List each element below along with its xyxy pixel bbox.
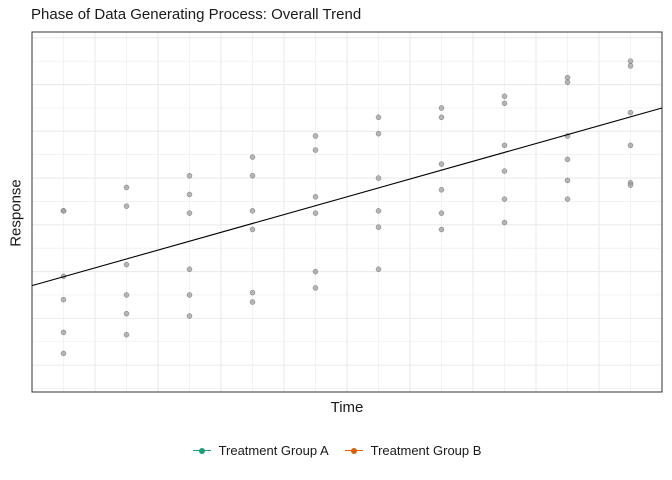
panel-border bbox=[31, 31, 663, 393]
data-point bbox=[501, 93, 508, 100]
data-point bbox=[438, 161, 445, 167]
trend-line bbox=[31, 107, 663, 287]
data-point bbox=[375, 114, 382, 121]
data-point bbox=[501, 219, 508, 226]
data-point bbox=[564, 177, 571, 184]
data-point bbox=[123, 310, 130, 317]
data-point bbox=[186, 191, 193, 198]
legend-label-group-b: Treatment Group B bbox=[370, 443, 482, 458]
data-point bbox=[60, 296, 67, 303]
data-point bbox=[123, 292, 130, 298]
data-point bbox=[123, 331, 130, 338]
data-point bbox=[438, 226, 445, 233]
data-point bbox=[186, 292, 193, 298]
data-point bbox=[123, 184, 130, 191]
y-axis-label: Response bbox=[7, 179, 25, 247]
data-point bbox=[438, 114, 445, 121]
data-point bbox=[375, 208, 382, 214]
data-point bbox=[627, 58, 634, 64]
data-point bbox=[312, 147, 319, 153]
data-point bbox=[60, 329, 67, 336]
data-point bbox=[186, 210, 193, 216]
data-point bbox=[186, 266, 193, 273]
legend: Treatment Group A Treatment Group B bbox=[0, 443, 672, 458]
data-point bbox=[312, 194, 319, 200]
data-point bbox=[312, 285, 319, 291]
data-point bbox=[564, 74, 571, 81]
legend-key-group-b bbox=[343, 444, 365, 458]
data-point bbox=[627, 109, 634, 116]
data-point bbox=[312, 268, 319, 275]
legend-key-group-a bbox=[191, 444, 213, 458]
data-point bbox=[627, 142, 634, 149]
data-point bbox=[438, 210, 445, 216]
data-point bbox=[249, 299, 256, 305]
data-point bbox=[501, 142, 508, 149]
data-point bbox=[249, 208, 256, 214]
data-point bbox=[501, 100, 508, 107]
data-point bbox=[375, 175, 382, 181]
data-point bbox=[249, 226, 256, 233]
x-axis-label: Time bbox=[330, 399, 364, 416]
data-point bbox=[249, 154, 256, 160]
data-point bbox=[123, 203, 130, 209]
data-point bbox=[564, 196, 571, 202]
data-point bbox=[564, 79, 571, 86]
data-point bbox=[249, 173, 256, 179]
data-point bbox=[501, 196, 508, 202]
legend-label-group-a: Treatment Group A bbox=[218, 443, 329, 458]
data-point bbox=[60, 350, 67, 357]
data-point bbox=[123, 261, 130, 268]
data-point bbox=[249, 289, 256, 296]
data-point bbox=[312, 133, 319, 139]
legend-item-group-b: Treatment Group B bbox=[343, 443, 482, 458]
data-point bbox=[312, 210, 319, 216]
data-point bbox=[564, 156, 571, 163]
data-point bbox=[186, 173, 193, 179]
data-point bbox=[627, 63, 634, 69]
data-point bbox=[375, 266, 382, 273]
data-point bbox=[438, 105, 445, 111]
data-point bbox=[627, 182, 634, 188]
data-point bbox=[438, 187, 445, 193]
data-point bbox=[60, 208, 67, 214]
chart-title: Phase of Data Generating Process: Overal… bbox=[31, 6, 362, 23]
legend-item-group-a: Treatment Group A bbox=[191, 443, 329, 458]
data-point bbox=[186, 313, 193, 319]
data-point bbox=[375, 130, 382, 137]
data-point bbox=[375, 224, 382, 230]
data-point bbox=[501, 168, 508, 174]
